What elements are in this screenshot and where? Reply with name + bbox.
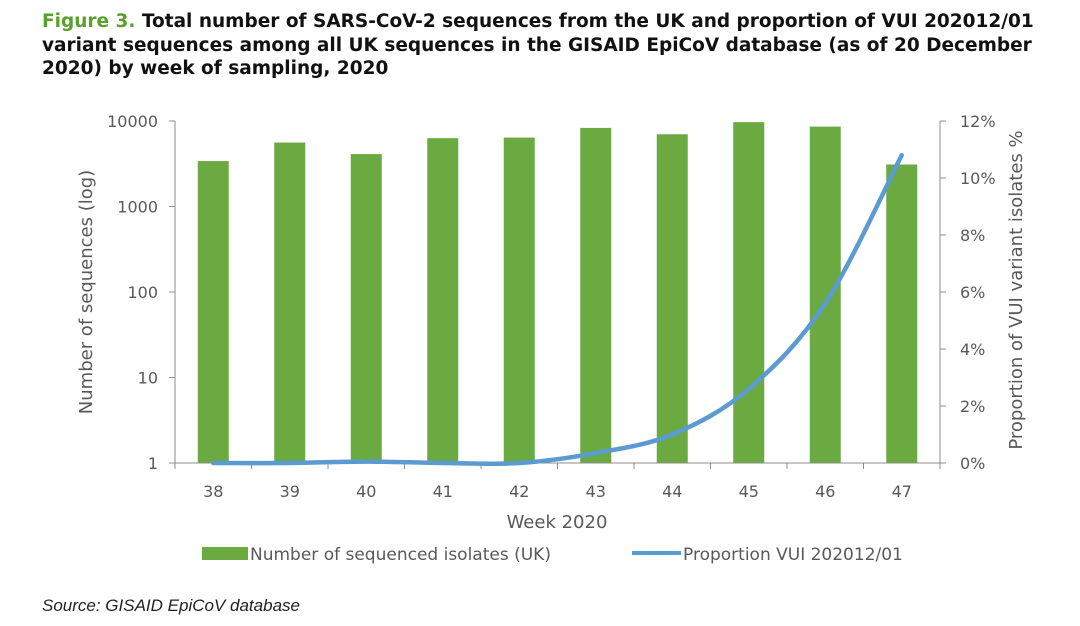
chart-title: Figure 3. Total number of SARS-CoV-2 seq… (42, 10, 1072, 81)
y-left-tick-label: 1 (148, 454, 158, 473)
bar-week-41 (427, 138, 459, 464)
x-tick-label: 43 (586, 482, 606, 501)
bar-week-40 (350, 154, 382, 463)
y-left-tick-label: 10000 (107, 112, 158, 131)
source-note: Source: GISAID EpiCoV database (42, 596, 300, 615)
y-right-tick-label: 2% (960, 397, 985, 416)
x-tick-label: 41 (433, 482, 453, 501)
y-right-tick-label: 6% (960, 283, 985, 302)
line-series (211, 152, 904, 467)
x-axis-title: Week 2020 (507, 512, 608, 533)
y-axis-left-title: Number of sequences (log) (76, 170, 97, 414)
bar-week-42 (503, 137, 535, 464)
x-tick-label: 44 (662, 482, 682, 501)
x-tick-label: 39 (280, 482, 300, 501)
bar-week-39 (274, 142, 306, 464)
x-tick-label: 38 (203, 482, 223, 501)
y-left-tick-label: 10 (138, 369, 158, 388)
bar-series (197, 122, 918, 464)
bar-week-45 (733, 122, 765, 464)
y-right-tick-label: 10% (960, 169, 996, 188)
legend-line-label: Proportion VUI 202012/01 (683, 545, 903, 565)
x-tick-label: 42 (509, 482, 529, 501)
bar-week-38 (197, 161, 229, 464)
bar-week-46 (809, 126, 841, 464)
bar-week-47 (886, 164, 918, 463)
legend-bar-swatch (202, 547, 248, 560)
y-left-tick-label: 1000 (117, 198, 158, 217)
axes: 1 10 100 1000 10000 0% 2% 4% 6% 8% 10% 12% 38 39 40 41 4… (107, 112, 995, 501)
y-right-tick-label: 4% (960, 340, 985, 359)
x-tick-label: 47 (892, 482, 912, 501)
legend-bar-label: Number of sequenced isolates (UK) (250, 545, 551, 565)
figure-label: Figure 3. (42, 11, 136, 32)
y-right-tick-label: 12% (960, 112, 996, 131)
y-axis-right-title: Proportion of VUI variant isolates % (1006, 130, 1027, 449)
y-right-tick-label: 0% (960, 454, 985, 473)
x-tick-label: 40 (356, 482, 376, 501)
bar-week-43 (580, 127, 612, 463)
line-proportion-vui (211, 152, 904, 467)
y-right-tick-label: 8% (960, 226, 985, 245)
x-tick-label: 45 (739, 482, 759, 501)
figure-title-text: Total number of SARS-CoV-2 sequences fro… (42, 11, 1034, 79)
bar-week-44 (656, 134, 688, 463)
y-left-tick-label: 100 (127, 283, 158, 302)
x-tick-label: 46 (815, 482, 835, 501)
